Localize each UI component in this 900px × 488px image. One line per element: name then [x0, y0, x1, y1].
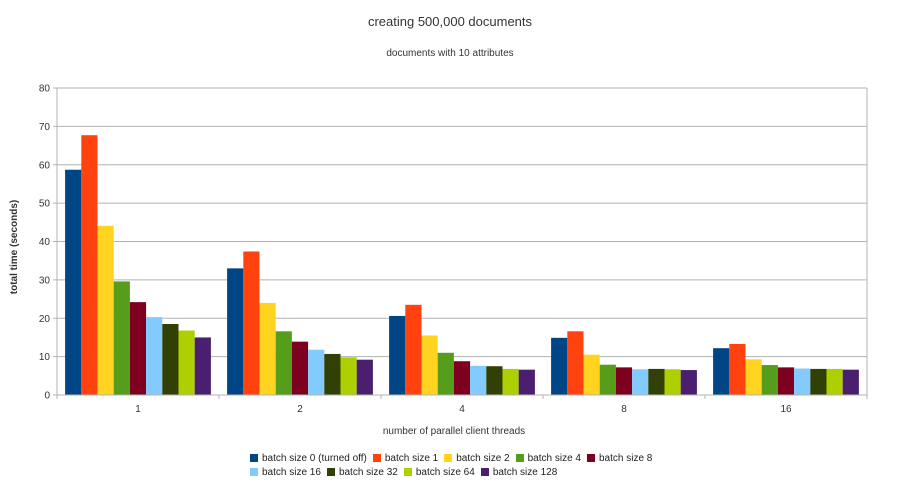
- legend-label: batch size 2: [456, 452, 510, 464]
- y-tick-label: 0: [44, 391, 50, 402]
- bar: [453, 361, 471, 395]
- x-tick-label: 16: [780, 404, 792, 415]
- y-tick-label: 70: [39, 122, 51, 133]
- legend-item: batch size 128: [480, 466, 558, 478]
- bar: [178, 330, 195, 395]
- bar: [243, 251, 260, 395]
- legend-row: batch size 16 batch size 32 batch size 64 b…: [250, 466, 770, 478]
- legend-swatch: [250, 468, 258, 476]
- legend-label: batch size 64: [415, 466, 475, 478]
- legend-label: batch size 32: [338, 466, 398, 478]
- bar: [777, 367, 795, 395]
- legend-item: batch size 32: [326, 466, 398, 478]
- x-tick-label: 1: [135, 404, 141, 415]
- legend-row: batch size 0 (turned off) batch size 1 bat…: [250, 452, 770, 464]
- bar: [713, 348, 730, 395]
- bar: [275, 331, 292, 395]
- bar: [729, 343, 746, 395]
- bar: [680, 370, 697, 395]
- bar: [502, 368, 519, 395]
- bar: [65, 169, 82, 395]
- y-tick-label: 60: [39, 160, 51, 171]
- bar: [761, 365, 778, 395]
- bar: [615, 367, 633, 395]
- legend-label: batch size 128: [492, 466, 558, 478]
- bar: [340, 357, 357, 395]
- bar: [259, 302, 276, 395]
- bar: [113, 281, 130, 395]
- x-tick-label: 2: [297, 404, 303, 415]
- y-tick-label: 50: [39, 199, 51, 210]
- bar: [308, 349, 325, 395]
- bar: [97, 225, 114, 395]
- legend: batch size 0 (turned off) batch size 1 bat…: [250, 452, 770, 480]
- bar: [405, 304, 422, 395]
- legend-label: batch size 4: [527, 452, 581, 464]
- legend-label: batch size 0 (turned off): [262, 452, 367, 464]
- legend-swatch: [480, 468, 489, 476]
- legend-label: batch size 1: [384, 452, 439, 464]
- legend-swatch: [515, 454, 524, 462]
- legend-label: batch size 8: [599, 452, 653, 464]
- legend-swatch: [403, 468, 412, 476]
- legend-item: batch size 8: [587, 452, 652, 464]
- legend-swatch: [250, 454, 258, 462]
- bar: [583, 354, 600, 395]
- bar: [470, 365, 487, 395]
- chart-title: creating 500,000 documents: [367, 14, 533, 29]
- y-axis-label: total time (seconds): [9, 200, 20, 294]
- bar: [227, 268, 244, 395]
- legend-swatch: [587, 454, 595, 462]
- y-tick-label: 30: [39, 275, 51, 286]
- bar: [794, 368, 811, 395]
- legend-item: batch size 0 (turned off): [250, 452, 367, 464]
- x-tick-label: 8: [621, 404, 627, 415]
- bar: [356, 359, 373, 395]
- bar: [421, 335, 438, 395]
- legend-label: batch size 16: [262, 466, 321, 478]
- y-tick-label: 10: [39, 352, 51, 363]
- y-tick-label: 20: [39, 314, 51, 325]
- legend-item: batch size 64: [403, 466, 475, 478]
- y-tick-label: 80: [39, 84, 51, 95]
- axes: 0 10 20 30 40 50 60 70 80 1 2 4 8 16: [39, 84, 868, 415]
- x-axis-label: number of parallel client threads: [383, 426, 525, 437]
- bar: [632, 369, 649, 395]
- legend-swatch: [372, 454, 381, 462]
- bar: [486, 366, 503, 395]
- bar: [599, 364, 616, 395]
- bar: [518, 369, 535, 395]
- bar: [567, 331, 584, 395]
- bar: [324, 353, 341, 395]
- bar: [291, 341, 309, 395]
- bar: [745, 359, 762, 395]
- bar: [648, 368, 665, 395]
- bar: [162, 324, 179, 395]
- bar: [129, 302, 147, 395]
- bar: [146, 317, 163, 395]
- bar: [437, 352, 454, 395]
- legend-swatch: [444, 454, 453, 462]
- legend-item: batch size 16: [250, 466, 321, 478]
- chart-subtitle: documents with 10 attributes: [386, 48, 514, 59]
- x-tick-label: 4: [459, 404, 465, 415]
- bar: [551, 337, 568, 395]
- y-tick-label: 40: [39, 237, 51, 248]
- bar: [81, 135, 98, 396]
- bar: [194, 337, 211, 395]
- bar: [842, 369, 859, 395]
- legend-item: batch size 1: [372, 452, 439, 464]
- bars: [65, 135, 859, 396]
- legend-swatch: [326, 468, 335, 476]
- bar: [826, 368, 843, 395]
- legend-item: batch size 2: [444, 452, 510, 464]
- bar: [389, 315, 406, 395]
- bar: [810, 368, 827, 395]
- legend-item: batch size 4: [515, 452, 581, 464]
- bar: [664, 369, 681, 395]
